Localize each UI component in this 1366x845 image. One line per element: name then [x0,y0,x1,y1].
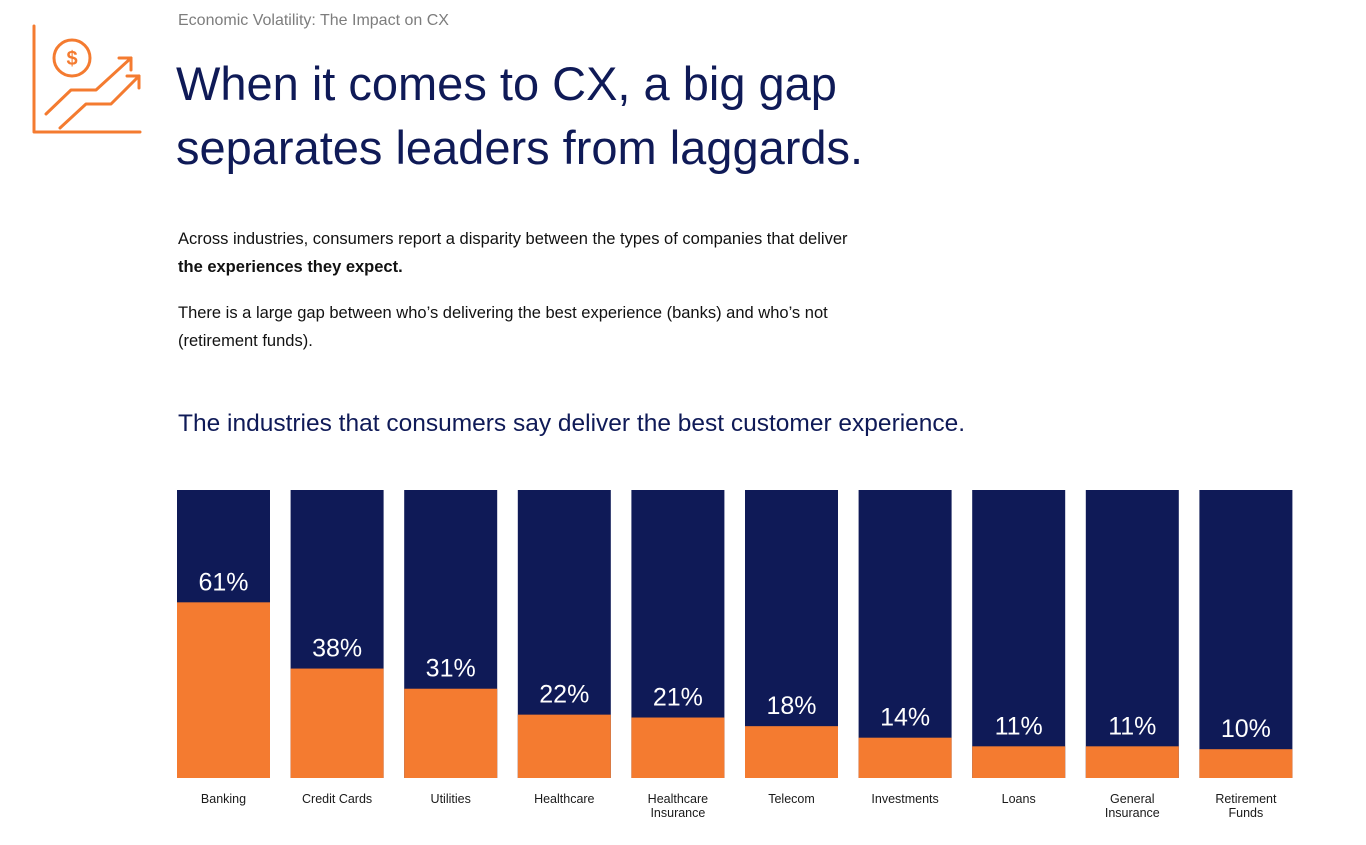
section-eyebrow: Economic Volatility: The Impact on CX [178,12,449,29]
category-label-telecom: Telecom [768,792,815,806]
gap-paragraph: There is a large gap between who’s deliv… [178,304,828,350]
category-label-line: Loans [1002,792,1036,806]
bar-healthcare-insurance [631,717,725,778]
category-label-line: Healthcare [534,792,594,806]
value-label-retirement-funds: 10% [1221,715,1271,743]
bar-utilities [404,688,498,778]
category-label-line: Utilities [431,792,471,806]
bar-loans [972,746,1066,778]
value-label-healthcare-insurance: 21% [653,684,703,712]
dollar-growth-chart-icon: $ [32,24,142,134]
category-label-line: General [1110,792,1154,806]
category-label-investments: Investments [871,792,938,806]
intro-paragraph-text: Across industries, consumers report a di… [178,230,848,248]
bar-retirement-funds [1199,749,1293,778]
value-label-loans: 11% [995,712,1043,740]
category-label-general-insurance: General Insurance [1105,792,1160,820]
category-label-loans: Loans [1002,792,1036,806]
value-label-general-insurance: 11% [1108,712,1156,740]
category-label-line: Credit Cards [302,792,372,806]
category-label-retirement-funds: Retirement Funds [1215,792,1277,820]
category-label-line: Insurance [650,806,705,820]
bar-background-loans [972,490,1066,778]
value-label-telecom: 18% [766,692,816,720]
bar-credit-cards [290,668,384,778]
intro-paragraph-emphasis: the experiences they expect. [178,258,403,276]
value-label-investments: 14% [880,704,930,732]
category-label-line: Banking [201,792,246,806]
bar-healthcare [517,714,611,778]
category-label-banking: Banking [201,792,246,806]
bar-background-retirement-funds [1199,490,1293,778]
value-label-credit-cards: 38% [312,635,362,663]
value-label-healthcare: 22% [539,681,589,709]
page-headline: When it comes to CX, a big gap separates… [176,57,864,174]
category-label-healthcare: Healthcare [534,792,594,806]
category-label-line: Funds [1229,806,1264,820]
category-label-line: Healthcare [648,792,708,806]
category-label-credit-cards: Credit Cards [302,792,372,806]
category-label-healthcare-insurance: Healthcare Insurance [648,792,708,820]
bar-background-general-insurance [1085,490,1179,778]
intro-paragraph: Across industries, consumers report a di… [178,225,858,281]
bar-telecom [745,726,838,778]
bar-general-insurance [1085,746,1179,778]
category-label-utilities: Utilities [431,792,471,806]
value-label-utilities: 31% [426,655,476,683]
svg-text:$: $ [66,48,77,70]
chart-title: The industries that consumers say delive… [178,410,966,437]
category-label-line: Telecom [768,792,815,806]
category-label-line: Investments [871,792,938,806]
bar-investments [858,737,952,778]
category-label-line: Retirement [1215,792,1277,806]
value-label-banking: 61% [198,568,248,596]
category-label-line: Insurance [1105,806,1160,820]
bar-background-investments [858,490,952,778]
bar-banking [177,602,270,778]
